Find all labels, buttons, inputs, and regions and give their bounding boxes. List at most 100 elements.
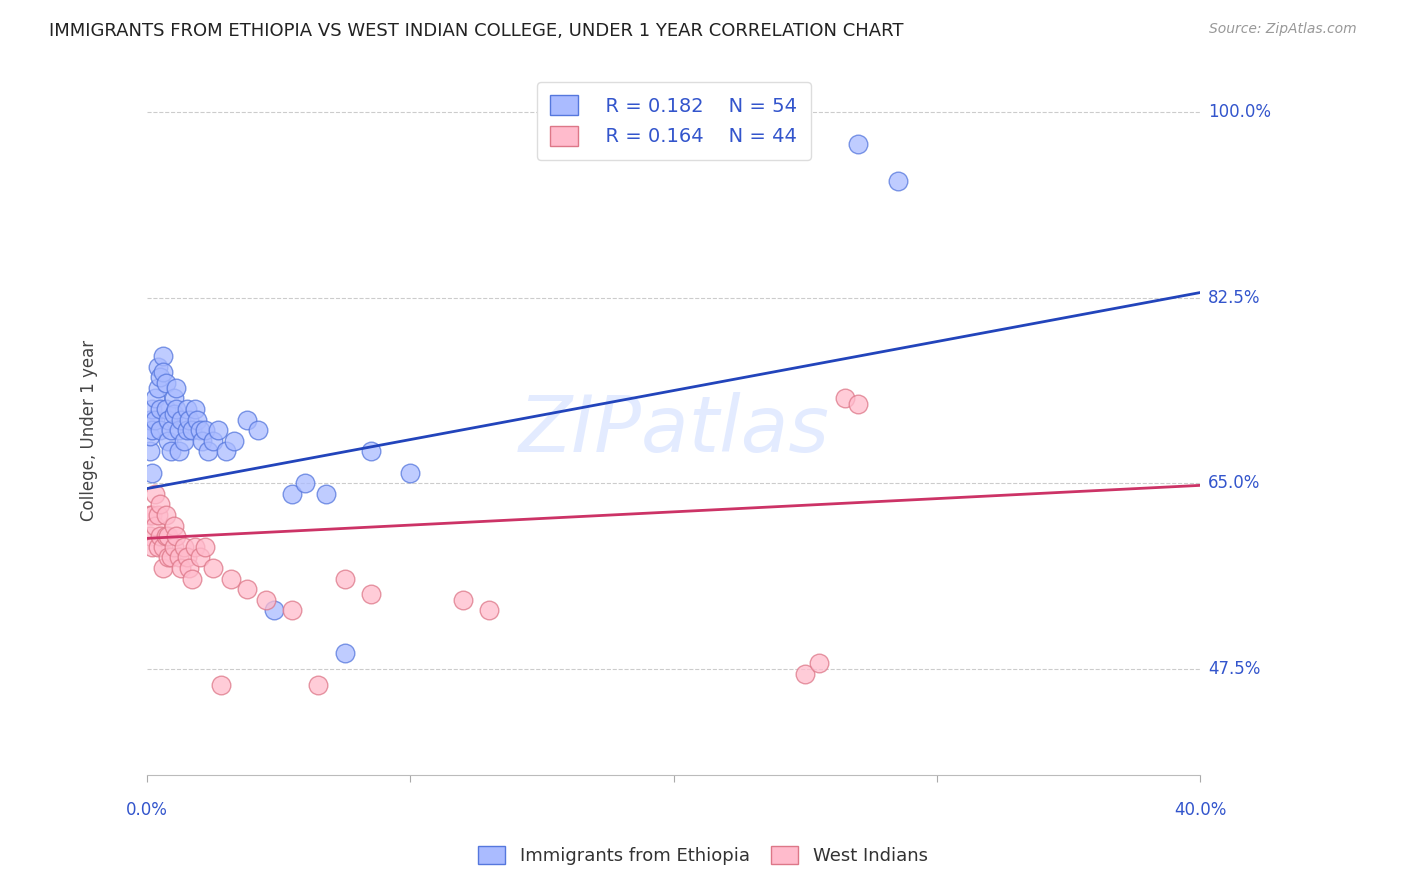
Point [146, 381, 169, 395]
Point [181, 423, 204, 437]
Point [215, 444, 238, 458]
Point [143, 412, 166, 426]
Text: 100.0%: 100.0% [1208, 103, 1271, 121]
Text: College, Under 1 year: College, Under 1 year [80, 340, 98, 521]
Point [176, 423, 198, 437]
Point [139, 412, 162, 426]
Point [173, 434, 195, 448]
Point [143, 518, 166, 533]
Point [170, 561, 193, 575]
Point [179, 561, 201, 575]
Point [152, 349, 174, 363]
Point [149, 402, 172, 417]
Point [155, 508, 177, 522]
Text: Source: ZipAtlas.com: Source: ZipAtlas.com [1209, 22, 1357, 37]
Point [149, 370, 172, 384]
Point [162, 518, 184, 533]
Text: 65.0%: 65.0% [1208, 475, 1261, 492]
Point [160, 550, 183, 565]
Legend: Immigrants from Ethiopia, West Indians: Immigrants from Ethiopia, West Indians [471, 838, 935, 872]
Point [146, 508, 169, 522]
Point [152, 365, 174, 379]
Point [162, 540, 184, 554]
Point [807, 657, 830, 671]
Point [152, 540, 174, 554]
Point [139, 508, 162, 522]
Point [846, 397, 869, 411]
Point [157, 529, 180, 543]
Point [360, 587, 382, 601]
Point [451, 592, 474, 607]
Point [170, 412, 193, 426]
Point [478, 603, 501, 617]
Point [307, 677, 329, 691]
Point [165, 402, 187, 417]
Point [165, 381, 187, 395]
Point [236, 582, 259, 597]
Point [165, 529, 187, 543]
Point [152, 561, 174, 575]
Point [222, 434, 245, 448]
Point [139, 529, 162, 543]
Point [155, 376, 177, 390]
Point [160, 423, 183, 437]
Point [188, 423, 211, 437]
Point [254, 592, 277, 607]
Point [263, 603, 285, 617]
Text: 47.5%: 47.5% [1208, 660, 1261, 678]
Point [315, 487, 337, 501]
Point [846, 137, 869, 152]
Point [141, 540, 163, 554]
Point [167, 550, 190, 565]
Point [179, 412, 201, 426]
Point [141, 423, 163, 437]
Point [834, 392, 856, 406]
Point [141, 466, 163, 480]
Point [194, 540, 217, 554]
Point [181, 572, 204, 586]
Point [141, 508, 163, 522]
Point [146, 359, 169, 374]
Point [333, 646, 356, 660]
Point [186, 412, 208, 426]
Point [176, 402, 198, 417]
Point [162, 408, 184, 422]
Point [281, 487, 304, 501]
Point [183, 402, 205, 417]
Point [194, 423, 217, 437]
Point [143, 392, 166, 406]
Point [155, 529, 177, 543]
Point [236, 412, 259, 426]
Text: ZIPatlas: ZIPatlas [519, 392, 830, 468]
Point [183, 540, 205, 554]
Point [188, 550, 211, 565]
Point [149, 529, 172, 543]
Point [149, 423, 172, 437]
Point [191, 434, 214, 448]
Point [176, 550, 198, 565]
Point [143, 487, 166, 501]
Point [221, 572, 243, 586]
Point [157, 434, 180, 448]
Point [360, 444, 382, 458]
Point [167, 423, 190, 437]
Text: 82.5%: 82.5% [1208, 289, 1261, 307]
Point [281, 603, 304, 617]
Point [333, 572, 356, 586]
Point [167, 444, 190, 458]
Point [246, 423, 269, 437]
Point [160, 444, 183, 458]
Point [155, 402, 177, 417]
Point [202, 561, 225, 575]
Point [157, 412, 180, 426]
Point [149, 497, 172, 511]
Point [139, 444, 162, 458]
Point [146, 540, 169, 554]
Point [399, 466, 422, 480]
Point [197, 444, 219, 458]
Point [794, 667, 817, 681]
Point [294, 476, 316, 491]
Point [886, 174, 908, 188]
Text: 40.0%: 40.0% [1174, 801, 1226, 819]
Text: IMMIGRANTS FROM ETHIOPIA VS WEST INDIAN COLLEGE, UNDER 1 YEAR CORRELATION CHART: IMMIGRANTS FROM ETHIOPIA VS WEST INDIAN … [49, 22, 904, 40]
